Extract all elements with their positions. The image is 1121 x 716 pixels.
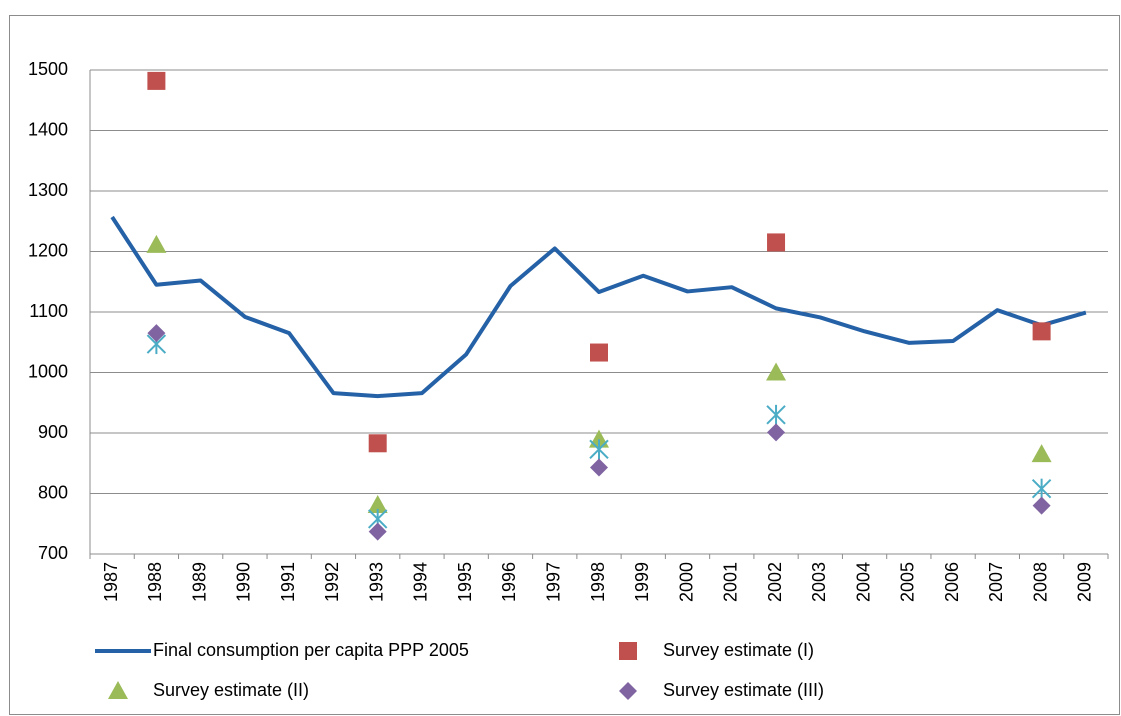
data-point [1032, 322, 1051, 341]
data-point [368, 434, 387, 453]
x-tick-label: 1993 [366, 562, 386, 602]
x-tick-label: 2001 [721, 562, 741, 602]
legend-label: Final consumption per capita PPP 2005 [153, 640, 469, 660]
data-point [590, 458, 608, 477]
x-tick-label: 1988 [145, 562, 165, 602]
data-point [147, 324, 166, 343]
legend-label: Survey estimate (I) [663, 640, 814, 660]
legend-symbol [108, 681, 128, 699]
x-tick-label: 1987 [101, 562, 121, 602]
x-tick-label: 2000 [676, 562, 696, 602]
y-tick-label: 700 [38, 543, 68, 563]
x-tick-label: 1998 [588, 562, 608, 602]
x-tick-label: 1999 [632, 562, 652, 602]
y-tick-label: 900 [38, 422, 68, 442]
x-tick-label: 2008 [1030, 562, 1050, 602]
legend-label: Survey estimate (II) [153, 680, 309, 700]
legend-label: Survey estimate (III) [663, 680, 824, 700]
y-tick-label: 1000 [28, 361, 68, 381]
data-point [367, 494, 388, 513]
x-tick-label: 2003 [809, 562, 829, 602]
legend-symbol [619, 682, 637, 700]
x-tick-label: 1995 [455, 562, 475, 602]
data-point [766, 404, 786, 425]
data-point [767, 423, 786, 442]
data-point [1031, 444, 1052, 463]
data-point [146, 234, 167, 253]
series-line [110, 215, 1087, 399]
y-tick-label: 1100 [29, 301, 68, 321]
x-tick-label: 2007 [986, 562, 1006, 602]
data-point [590, 343, 608, 362]
x-tick-label: 1991 [278, 562, 298, 602]
y-tick-label: 1500 [28, 59, 68, 79]
x-tick-label: 1989 [189, 562, 209, 602]
x-tick-label: 1996 [499, 562, 519, 602]
x-tick-label: 1992 [322, 562, 342, 602]
x-tick-label: 1997 [543, 562, 563, 602]
data-point [766, 362, 787, 381]
x-tick-label: 2009 [1075, 562, 1095, 602]
x-tick-label: 2004 [853, 562, 873, 602]
data-point [589, 439, 609, 460]
y-tick-label: 1400 [28, 119, 68, 139]
x-tick-label: 2006 [942, 562, 962, 602]
chart-border [9, 15, 1120, 715]
y-tick-label: 1200 [28, 240, 68, 260]
data-point [1031, 478, 1052, 499]
legend-symbol [619, 642, 637, 660]
data-point [1032, 496, 1051, 515]
data-point [147, 71, 166, 90]
y-tick-label: 800 [38, 482, 68, 502]
data-point [767, 233, 786, 252]
data-point [368, 522, 387, 541]
x-tick-label: 2002 [765, 562, 785, 602]
x-tick-label: 2005 [898, 562, 918, 602]
x-tick-label: 1994 [411, 562, 431, 602]
y-tick-label: 1300 [28, 180, 68, 200]
x-tick-label: 1990 [234, 562, 254, 602]
